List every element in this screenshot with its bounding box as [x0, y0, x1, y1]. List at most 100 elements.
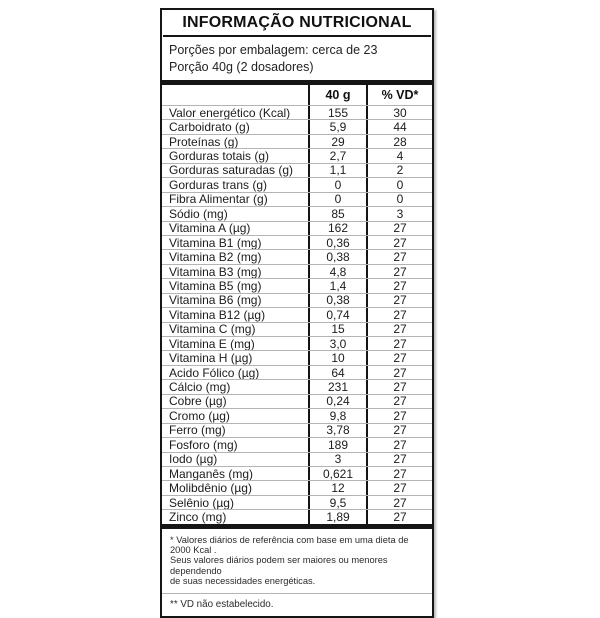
- table-row: Vitamina E (mg) 3,0 27: [162, 336, 432, 351]
- footnote-divider: [162, 593, 432, 595]
- nutrient-name: Vitamina A (µg): [169, 221, 251, 235]
- table-row: Vitamina A (µg) 162 27: [162, 220, 432, 235]
- table-row: Fibra Alimentar (g) 0 0: [162, 191, 432, 207]
- nutrient-name: Manganês (mg): [169, 466, 254, 481]
- table-body: Valor energético (Kcal) 155 3 0 Carboidrato …: [162, 105, 432, 524]
- table-row: Cromo (µg) 9,8 27: [162, 408, 432, 423]
- nutrient-daily-value: 27: [393, 510, 407, 524]
- table-row: Vitamina B6 (mg) 0,38 27: [162, 292, 432, 308]
- table-row: Sódio (mg) 85 3: [162, 206, 432, 221]
- nutrient-amount: 0,621: [308, 466, 368, 481]
- nutrient-name: Vitamina B1 (mg): [169, 235, 262, 250]
- nutrient-amount: 1,89: [308, 510, 368, 524]
- nutrient-amount: 0,38: [308, 250, 368, 264]
- nutrient-amount: 64: [308, 365, 368, 380]
- nutrient-name: Vitamina B3 (mg): [169, 264, 262, 279]
- nutrient-daily-value: 0: [396, 192, 404, 207]
- nutrient-amount: 4,8: [308, 264, 368, 279]
- nutrient-daily-value: 27: [393, 495, 407, 510]
- nutrient-daily-value: 27: [393, 394, 407, 409]
- footnote-line-3: de suas necessidades energéticas.: [170, 575, 316, 586]
- nutrient-name: Sódio (mg): [169, 207, 228, 221]
- page: INFORMAÇÃO NUTRICIONAL Porções por embal…: [160, 8, 434, 618]
- nutrient-daily-value: 27: [393, 380, 407, 394]
- footnote-vd-not-established: ** VD não estabelecido.: [170, 599, 274, 611]
- table-row: Valor energético (Kcal) 155 30: [162, 105, 432, 120]
- table-row: Ferro (mg) 3,78 27: [162, 422, 432, 438]
- nutrient-daily-value: 27: [393, 466, 407, 481]
- nutrient-name: Fibra Alimentar (g): [169, 192, 268, 207]
- label-title: INFORMAÇÃO NUTRICIONAL: [182, 14, 412, 31]
- nutrient-daily-value: 27: [393, 221, 407, 235]
- nutrient-amount: 0,38: [308, 293, 368, 308]
- nutrient-amount: 231: [308, 380, 368, 394]
- nutrient-name: Vitamina B5 (mg): [169, 279, 262, 293]
- nutrient-amount: 1,4: [308, 279, 368, 293]
- nutrient-amount: 0: [308, 192, 368, 207]
- nutrient-name: Selênio (µg): [169, 495, 234, 510]
- nutrient-name: Vitamina B2 (mg): [169, 250, 262, 264]
- nutrient-name: Gorduras totais (g): [169, 149, 270, 163]
- nutrient-amount: 3: [308, 452, 368, 466]
- nutrient-daily-value: 27: [393, 481, 407, 495]
- servings-per-package-text: Porções por embalagem: cerca de 23: [169, 43, 378, 57]
- table-row: Iodo (µg) 3 27: [162, 451, 432, 466]
- nutrient-amount: 3,0: [308, 337, 368, 351]
- nutrient-daily-value: 27: [393, 279, 407, 293]
- nutrient-amount: 29: [308, 134, 368, 149]
- table-row: Gorduras saturadas (g) 1,1 2: [162, 162, 432, 178]
- nutrient-amount: 3,78: [308, 423, 368, 438]
- nutrient-daily-value: 27: [393, 438, 407, 452]
- table-row: Vitamina B1 (mg) 0,36 27: [162, 234, 432, 250]
- nutrient-name: Molibdênio (µg): [169, 481, 252, 495]
- table-row: Cálcio (mg) 231 27: [162, 379, 432, 394]
- nutrient-daily-value: 27: [393, 235, 407, 250]
- column-header-dv: % VD*: [381, 88, 419, 102]
- nutrient-name: Gorduras trans (g): [169, 178, 268, 192]
- nutrient-daily-value: 0: [396, 178, 404, 192]
- table-row: Selênio (µg) 9,5 27: [162, 494, 432, 510]
- nutrient-name: Vitamina H (µg): [169, 351, 253, 365]
- nutrient-amount: 9,5: [308, 495, 368, 510]
- divider-thick-bottom: [162, 523, 432, 529]
- nutrient-amount: 12: [308, 481, 368, 495]
- nutrient-amount: 0,74: [308, 308, 368, 322]
- nutrient-name: Acido Fólico (µg): [169, 365, 260, 380]
- footnote-line-1: * Valores diários de referência com base…: [170, 534, 409, 555]
- nutrient-amount: 2,7: [308, 149, 368, 163]
- portion-info: Porções por embalagem: cerca de 23 Porçã…: [162, 37, 432, 80]
- nutrient-name: Valor energético (Kcal): [169, 106, 291, 120]
- table-row: Vitamina B12 (µg) 0,74 27: [162, 307, 432, 322]
- nutrient-name: Zinco (mg): [169, 510, 227, 524]
- table-header-row: 40 g % VD*: [162, 85, 432, 105]
- nutrient-daily-value: 27: [393, 365, 407, 380]
- table-row: Vitamina C (mg) 15 27: [162, 321, 432, 336]
- nutrient-name: Carboidrato (g): [169, 120, 250, 134]
- nutrient-name: Cromo (µg): [169, 409, 230, 423]
- nutrient-amount: 162: [308, 221, 368, 235]
- nutrient-amount: 85: [308, 207, 368, 221]
- column-header-amount: 40 g: [308, 85, 368, 105]
- nutrient-daily-value: 27: [393, 337, 407, 351]
- table-row: Gorduras trans (g) 0 0: [162, 177, 432, 192]
- nutrient-amount: 9,8: [308, 409, 368, 423]
- nutrient-daily-value: 27: [393, 264, 407, 279]
- nutrient-name: Vitamina B6 (mg): [169, 293, 262, 308]
- nutrient-amount: 155: [308, 106, 368, 120]
- nutrient-amount: 0,24: [308, 394, 368, 409]
- table-row: Vitamina B5 (mg) 1,4 27: [162, 278, 432, 293]
- nutrient-name: Iodo (µg): [169, 452, 218, 466]
- nutrient-daily-value: 2: [396, 163, 404, 178]
- nutrient-amount: 0: [308, 178, 368, 192]
- nutrient-name: Fosforo (mg): [169, 438, 238, 452]
- nutrient-daily-value: 27: [393, 293, 407, 308]
- nutrient-amount: 10: [308, 351, 368, 365]
- footnote-daily-values: * Valores diários de referência com base…: [162, 529, 432, 590]
- table-row: Molibdênio (µg) 12 27: [162, 480, 432, 495]
- nutrient-name: Vitamina E (mg): [169, 337, 255, 351]
- nutrient-daily-value: 27: [393, 423, 407, 438]
- nutrient-name: Proteínas (g): [169, 134, 239, 149]
- table-row: Gorduras totais (g) 2,7 4: [162, 148, 432, 163]
- nutrient-name: Ferro (mg): [169, 423, 226, 438]
- table-row: Manganês (mg) 0,621 27: [162, 465, 432, 481]
